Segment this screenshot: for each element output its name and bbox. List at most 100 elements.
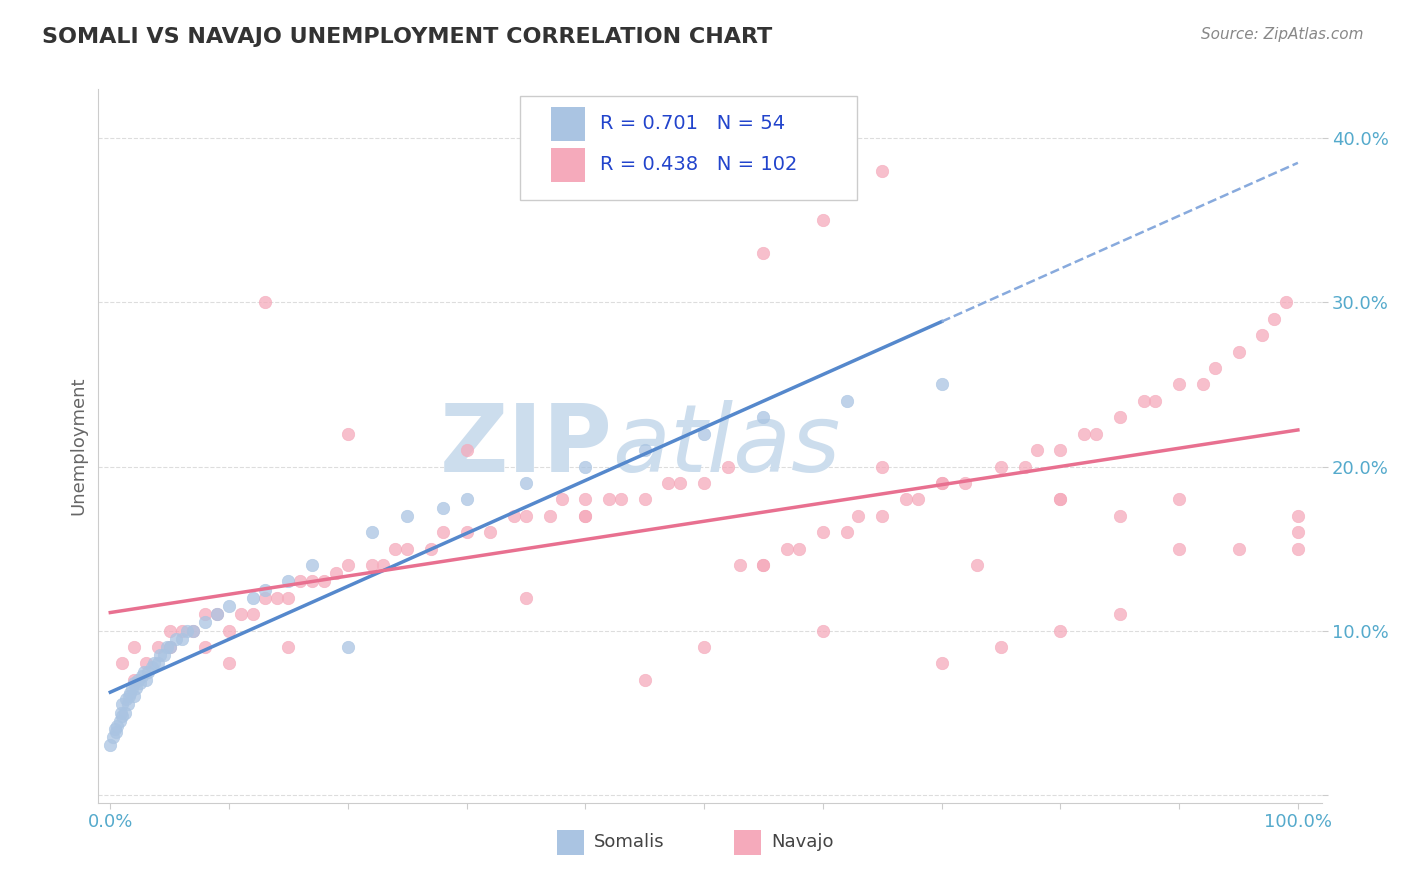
Point [122, 689, 145, 703]
Point [515, 475, 537, 490]
FancyBboxPatch shape [551, 107, 585, 141]
Point [657, 475, 679, 490]
Point [1049, 492, 1071, 507]
Point [811, 525, 834, 540]
Point [141, 659, 163, 673]
Point [1168, 541, 1191, 556]
Point [1251, 328, 1274, 343]
Point [931, 475, 953, 490]
Point [107, 719, 129, 733]
Point [336, 426, 359, 441]
Point [693, 475, 716, 490]
Point [574, 492, 596, 507]
Point [811, 624, 834, 638]
Point [136, 665, 159, 679]
Point [848, 508, 870, 523]
Point [728, 558, 751, 572]
Point [693, 426, 716, 441]
Point [373, 558, 395, 572]
Point [955, 475, 977, 490]
FancyBboxPatch shape [557, 830, 583, 855]
Point [266, 591, 288, 605]
Point [752, 246, 775, 260]
Point [835, 525, 858, 540]
Point [598, 492, 620, 507]
Point [114, 692, 136, 706]
Point [384, 541, 406, 556]
Point [931, 377, 953, 392]
Point [456, 525, 478, 540]
Point [108, 714, 131, 728]
Point [870, 459, 893, 474]
Point [218, 624, 240, 638]
Point [312, 574, 335, 589]
Point [1049, 443, 1071, 458]
Point [1108, 410, 1130, 425]
Point [129, 676, 152, 690]
Point [111, 698, 134, 712]
Point [194, 640, 217, 654]
Point [360, 558, 382, 572]
Point [503, 508, 526, 523]
Point [776, 541, 799, 556]
Point [336, 558, 359, 572]
Point [574, 508, 596, 523]
Point [634, 673, 657, 687]
Point [149, 648, 172, 662]
Point [159, 624, 181, 638]
Point [396, 508, 419, 523]
Point [907, 492, 929, 507]
Point [990, 640, 1012, 654]
Point [159, 640, 181, 654]
Point [143, 657, 166, 671]
Point [550, 492, 572, 507]
Point [114, 706, 136, 720]
Point [574, 459, 596, 474]
Point [176, 624, 198, 638]
Point [894, 492, 917, 507]
Text: Somalis: Somalis [593, 833, 665, 851]
Point [787, 541, 810, 556]
Point [1168, 492, 1191, 507]
Point [1227, 541, 1250, 556]
Point [1085, 426, 1108, 441]
Point [110, 706, 132, 720]
Text: Navajo: Navajo [772, 833, 834, 851]
Point [1204, 361, 1226, 376]
Point [811, 213, 834, 227]
Point [752, 558, 775, 572]
Point [360, 525, 382, 540]
Point [301, 574, 323, 589]
Point [170, 624, 193, 638]
Point [146, 640, 169, 654]
Point [634, 443, 657, 458]
Y-axis label: Unemployment: Unemployment [69, 376, 87, 516]
Point [277, 591, 299, 605]
Point [125, 681, 148, 695]
Point [634, 492, 657, 507]
Point [1025, 443, 1047, 458]
Point [122, 673, 145, 687]
Point [229, 607, 252, 622]
Point [146, 657, 169, 671]
Point [931, 475, 953, 490]
Point [253, 295, 276, 310]
Point [111, 657, 134, 671]
Point [574, 508, 596, 523]
Point [277, 640, 299, 654]
Point [111, 709, 134, 723]
Point [1275, 295, 1298, 310]
Point [1144, 393, 1167, 408]
FancyBboxPatch shape [551, 148, 585, 182]
Point [870, 164, 893, 178]
Point [218, 657, 240, 671]
Point [277, 574, 299, 589]
Point [479, 525, 502, 540]
Point [752, 558, 775, 572]
Text: ZIP: ZIP [439, 400, 612, 492]
Point [1108, 508, 1130, 523]
Point [156, 640, 179, 654]
Point [610, 492, 633, 507]
Point [931, 657, 953, 671]
Point [183, 624, 205, 638]
